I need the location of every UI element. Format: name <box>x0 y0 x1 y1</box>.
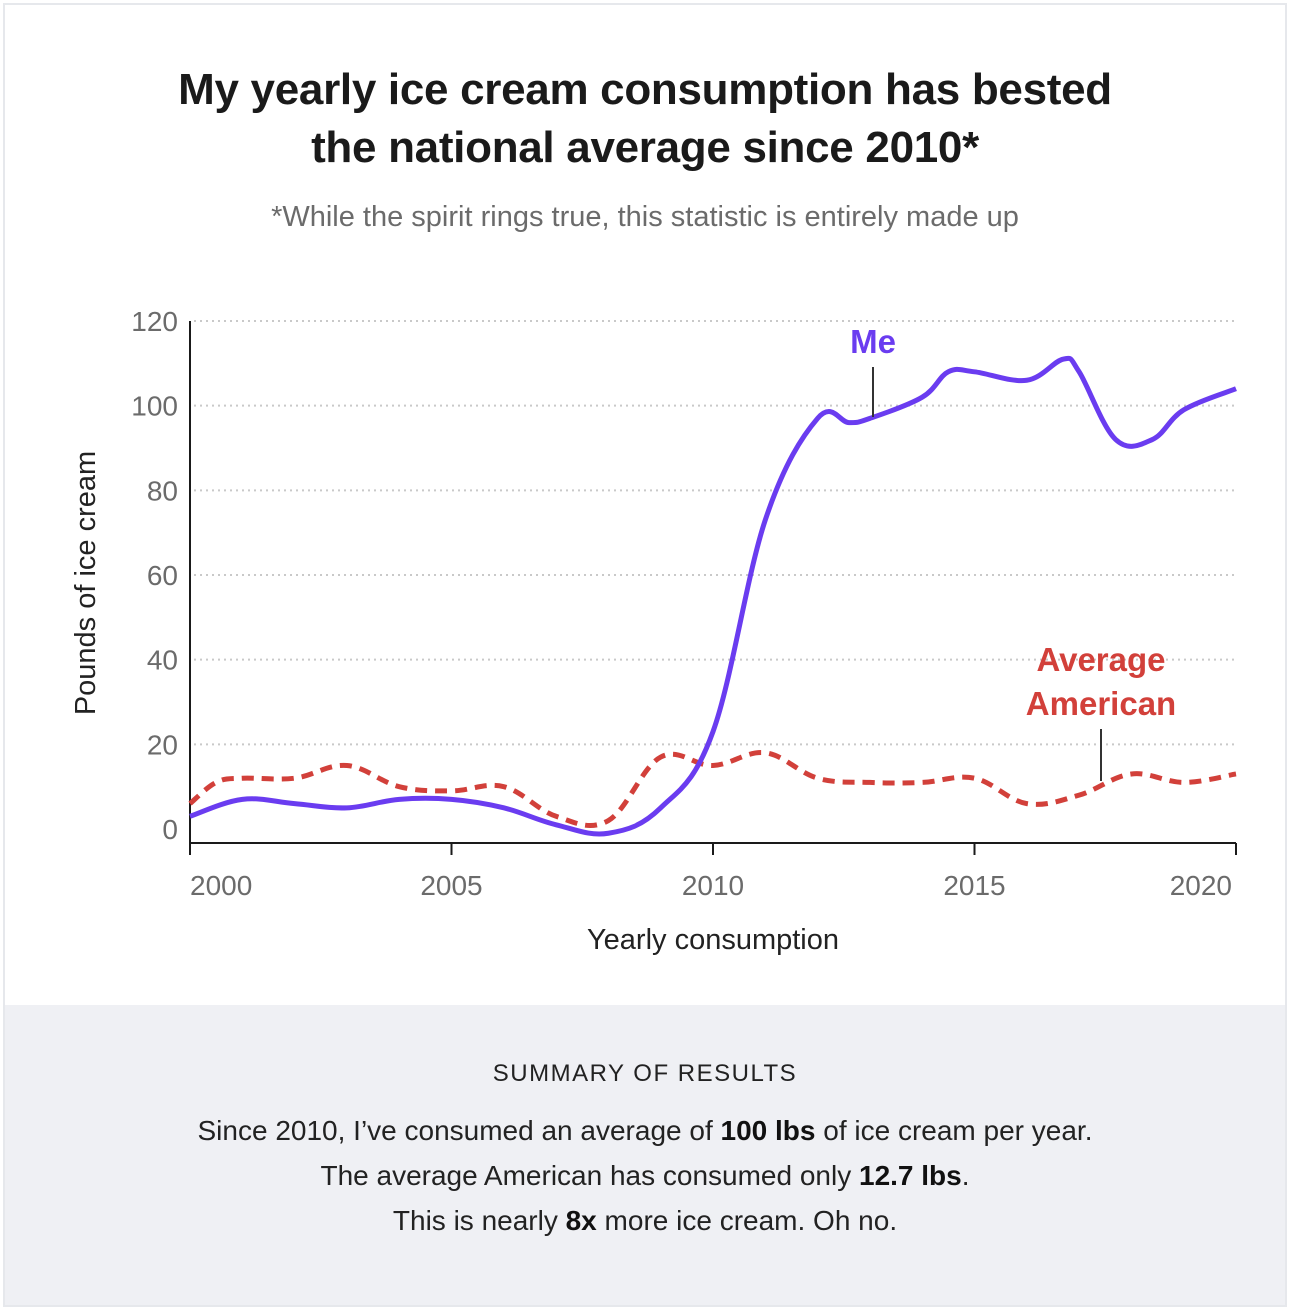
title-line-2: the national average since 2010* <box>311 123 979 172</box>
chart-card: My yearly ice cream consumption has best… <box>3 3 1287 1307</box>
y-tick-label: 20 <box>147 729 178 760</box>
summary-line-2: The average American has consumed only 1… <box>5 1160 1285 1192</box>
summary-line-1-text-a: Since 2010, I’ve consumed an average of <box>197 1115 721 1146</box>
chart-subtitle: *While the spirit rings true, this stati… <box>271 201 1019 233</box>
summary-line-2-text-c: . <box>961 1160 970 1191</box>
y-tick-label: 120 <box>131 306 178 337</box>
x-tick-label: 2005 <box>420 870 482 901</box>
summary-panel: SUMMARY OF RESULTS Since 2010, I’ve cons… <box>5 1005 1285 1305</box>
summary-line-2-text-a: The average American has consumed only <box>320 1160 859 1191</box>
y-tick-label: 80 <box>147 475 178 506</box>
y-tick-label: 60 <box>147 560 178 591</box>
series-label-average-american-line2: American <box>1026 685 1176 722</box>
y-tick-label: 40 <box>147 645 178 676</box>
summary-line-3-text-c: more ice cream. Oh no. <box>596 1205 898 1236</box>
chart-title: My yearly ice cream consumption has best… <box>5 61 1285 177</box>
summary-line-1-text-c: of ice cream per year. <box>815 1115 1093 1146</box>
summary-line-1: Since 2010, I’ve consumed an average of … <box>5 1115 1285 1147</box>
x-tick-label: 2015 <box>943 870 1005 901</box>
summary-line-1-highlight: 100 lbs <box>720 1115 816 1146</box>
series-label-average-american-line1: Average <box>1036 641 1165 678</box>
summary-line-3-highlight: 8x <box>565 1205 597 1236</box>
x-axis-title: Yearly consumption <box>587 924 839 956</box>
y-tick-label: 0 <box>162 814 178 845</box>
summary-line-3-text-a: This is nearly <box>392 1205 566 1236</box>
x-tick-label: 2010 <box>682 870 744 901</box>
title-line-1: My yearly ice cream consumption has best… <box>178 65 1112 114</box>
summary-line-2-highlight: 12.7 lbs <box>859 1160 962 1191</box>
line-chart: 0 20 40 60 80 100 120 2000 2005 2010 2015 2020 Yearl… <box>70 306 1237 956</box>
x-tick-label: 2000 <box>190 870 252 901</box>
summary-heading: SUMMARY OF RESULTS <box>492 1060 798 1087</box>
series-label-me: Me <box>850 323 896 360</box>
y-axis-title: Pounds of ice cream <box>70 451 102 715</box>
y-tick-label: 100 <box>131 391 178 422</box>
x-tick-label: 2020 <box>1170 870 1232 901</box>
summary-line-3: This is nearly 8x more ice cream. Oh no. <box>5 1205 1285 1237</box>
series-line-me <box>189 355 1237 837</box>
series-line-average-american <box>188 750 1237 828</box>
